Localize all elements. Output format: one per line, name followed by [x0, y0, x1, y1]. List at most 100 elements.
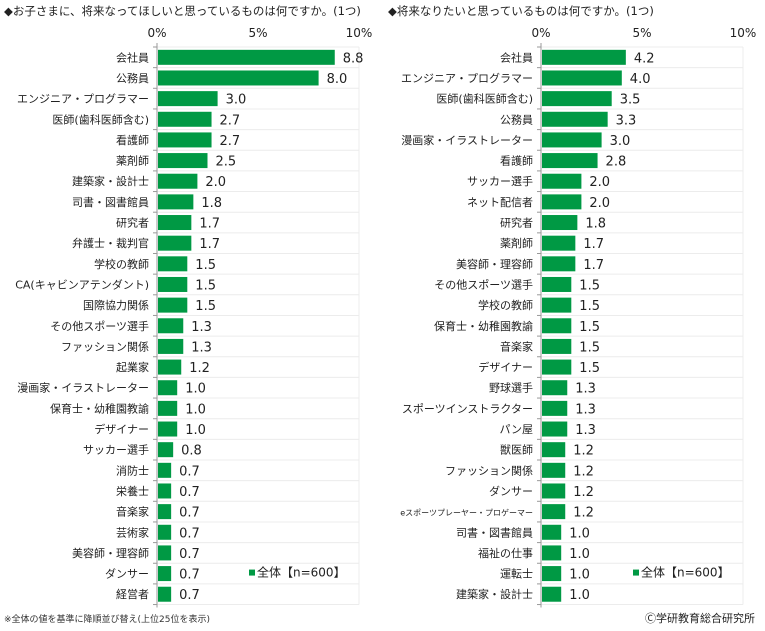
right-x-tick-label: 5% [632, 26, 651, 40]
left-category-label: エンジニア・プログラマー [17, 92, 149, 106]
left-bar [158, 256, 188, 272]
left-data-label: 1.8 [201, 196, 222, 211]
left-bar [158, 215, 192, 231]
left-category-label: その他スポーツ選手 [50, 319, 149, 333]
right-category-label: 獣医師 [500, 443, 533, 457]
right-bar [542, 132, 602, 148]
left-category-label: 看護師 [116, 133, 149, 147]
left-category-label: 薬剤師 [116, 154, 149, 168]
left-bar [158, 566, 172, 582]
left-category-label: 研究者 [116, 216, 149, 230]
left-bar [158, 235, 192, 251]
right-bar [542, 462, 566, 478]
right-data-label: 2.0 [589, 175, 610, 190]
right-bar [542, 215, 578, 231]
right-bar [542, 504, 566, 520]
left-data-label: 1.0 [185, 382, 206, 397]
right-bar [542, 380, 568, 396]
right-legend-label: 全体【n=600】 [641, 565, 730, 580]
left-bar [158, 504, 172, 520]
right-bar [542, 359, 572, 375]
right-data-label: 1.5 [579, 278, 600, 293]
right-category-label: サッカー選手 [467, 174, 533, 188]
left-category-label: 栄養士 [116, 484, 149, 498]
left-category-label: 会社員 [116, 50, 149, 64]
left-category-label: 消防士 [116, 463, 149, 477]
right-data-label: 1.7 [583, 258, 604, 273]
left-bar [158, 91, 218, 107]
right-category-label: 建築家・設計士 [456, 587, 533, 601]
left-bar [158, 318, 184, 334]
left-data-label: 0.7 [179, 568, 200, 583]
left-category-label: 医師(歯科医師含む) [52, 112, 149, 126]
left-category-label: 司書・図書館員 [72, 195, 149, 209]
left-data-label: 0.7 [179, 506, 200, 521]
footnote: ※全体の値を基準に降順並び替え(上位25位を表示) [4, 615, 211, 625]
left-bar [158, 524, 172, 540]
left-category-label: 学校の教師 [94, 257, 149, 271]
right-bar [542, 235, 576, 251]
right-data-label: 1.8 [585, 217, 606, 232]
left-category-label: デザイナー [94, 422, 149, 436]
left-data-label: 0.8 [181, 444, 202, 459]
left-bar [158, 132, 212, 148]
left-data-label: 1.5 [195, 299, 216, 314]
right-data-label: 4.2 [634, 51, 655, 66]
right-bar [542, 111, 608, 127]
left-data-label: 1.0 [185, 402, 206, 417]
right-bar [542, 318, 572, 334]
right-category-label: 薬剤師 [500, 236, 533, 250]
left-category-label: サッカー選手 [83, 443, 149, 457]
right-legend-swatch [633, 569, 639, 576]
left-category-label: 起業家 [116, 360, 149, 374]
right-bar [542, 276, 572, 292]
left-category-label: CA(キャビンアテンダント) [15, 277, 149, 291]
right-chart-title: ◆将来なりたいと思っているものは何ですか。(1つ) [388, 4, 654, 18]
left-category-label: 経営者 [116, 587, 149, 601]
left-data-label: 2.5 [216, 155, 237, 170]
right-data-label: 2.0 [589, 196, 610, 211]
left-data-label: 8.8 [343, 51, 364, 66]
right-category-label: eスポーツプレーヤー・プロゲーマー [400, 508, 533, 518]
left-bar [158, 153, 208, 169]
left-bar [158, 359, 182, 375]
left-data-label: 1.3 [191, 320, 212, 335]
left-x-tick-label: 0% [147, 26, 166, 40]
left-category-label: 漫画家・イラストレーター [17, 381, 149, 395]
right-bar [542, 91, 612, 107]
left-category-label: 保育士・幼稚園教諭 [50, 401, 149, 415]
right-data-label: 1.3 [575, 423, 596, 438]
left-category-label: 公務員 [116, 71, 149, 85]
right-bar [542, 524, 562, 540]
left-bar [158, 421, 178, 437]
right-bar [542, 338, 572, 354]
right-data-label: 1.5 [579, 320, 600, 335]
right-category-label: エンジニア・プログラマー [401, 71, 533, 85]
right-data-label: 3.3 [616, 113, 637, 128]
left-category-label: 美容師・理容師 [72, 546, 149, 560]
left-category-label: 建築家・設計士 [72, 174, 149, 188]
right-category-label: 公務員 [500, 112, 533, 126]
left-data-label: 8.0 [327, 72, 348, 87]
left-bar [158, 545, 172, 561]
right-category-label: 会社員 [500, 50, 533, 64]
right-bar [542, 297, 572, 313]
left-bar [158, 483, 172, 499]
right-data-label: 1.2 [573, 444, 594, 459]
copyright: Ⓒ学研教育総合研究所 [645, 612, 755, 625]
left-data-label: 0.7 [179, 485, 200, 500]
right-bar [542, 483, 566, 499]
left-bar [158, 194, 194, 210]
left-x-tick-label: 10% [346, 26, 373, 40]
right-data-label: 1.2 [573, 506, 594, 521]
right-category-label: 運転士 [500, 568, 533, 581]
right-bar [542, 70, 622, 86]
right-data-label: 3.0 [610, 134, 631, 149]
left-bar [158, 297, 188, 313]
left-chart-title: ◆お子さまに、将来なってほしいと思っているものは何ですか。(1つ) [4, 4, 361, 18]
left-data-label: 3.0 [226, 93, 247, 108]
left-bar [158, 586, 172, 602]
right-category-label: 保育士・幼稚園教諭 [434, 319, 533, 333]
right-bar [542, 421, 568, 437]
left-bar [158, 276, 188, 292]
